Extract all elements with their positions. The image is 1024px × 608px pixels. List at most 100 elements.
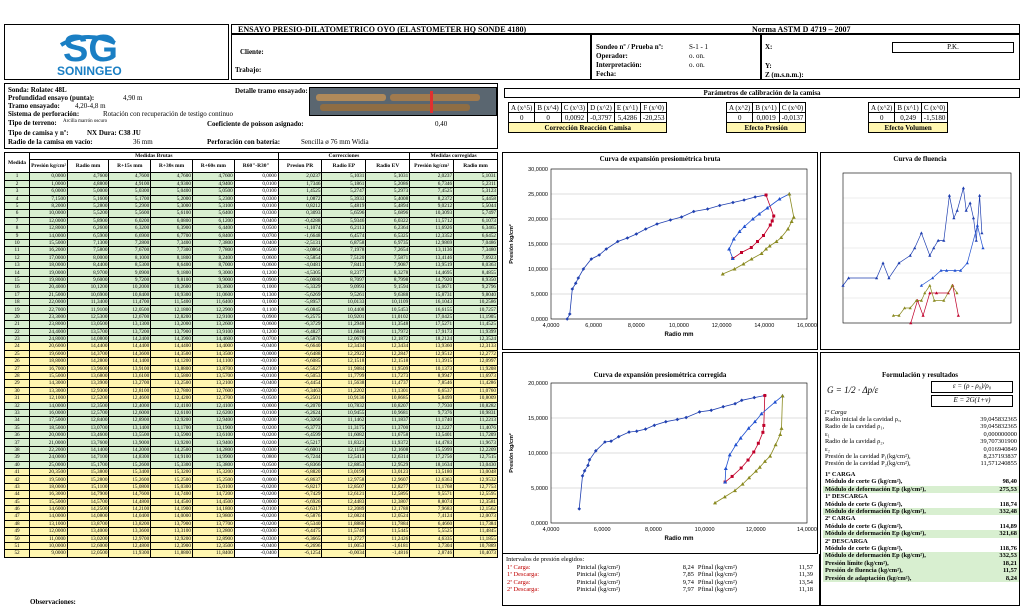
table-cell: 12,2089 bbox=[321, 504, 367, 514]
formula-row: Radio inicial de la cavidad ρₒ, 39,045832… bbox=[823, 416, 1019, 423]
table-cell: -5,6269 bbox=[277, 290, 323, 300]
series-line bbox=[728, 193, 790, 259]
table-cell: 12,8000 bbox=[29, 224, 68, 233]
calib-title-box: Parámetros de calibración de la camisa bbox=[504, 88, 1020, 98]
table-cell: -0,0100 bbox=[233, 357, 279, 366]
table-cell: 14,2100 bbox=[108, 504, 152, 514]
table-cell: 9,8040 bbox=[453, 290, 498, 300]
table-cell: 13,7900 bbox=[150, 519, 193, 529]
table-cell: 19,5000 bbox=[29, 475, 68, 484]
table-cell: 11,7884 bbox=[365, 519, 411, 529]
table-cell: 46 bbox=[3, 504, 31, 514]
table-cell: 14,1800 bbox=[191, 504, 235, 514]
table-cell: 13,7600 bbox=[66, 438, 110, 447]
data-point bbox=[587, 458, 592, 462]
table-cell: 10,0000 bbox=[29, 209, 68, 218]
table-cell: 7,2654 bbox=[365, 246, 411, 255]
table-cell: 13,6800 bbox=[66, 371, 110, 381]
table-cell: 5,2000 bbox=[150, 194, 193, 203]
table-cell: -6,5053 bbox=[277, 371, 323, 381]
title-bar: ENSAYO PRESIO-DILATOMETRICO OYO (ELASTOM… bbox=[231, 24, 1020, 34]
table-cell: 10,1109 bbox=[365, 298, 411, 307]
intervalo-cell: 2ª Descarga: bbox=[507, 586, 539, 594]
table-cell: 6,6537 bbox=[409, 386, 455, 396]
table-cell: -6,2624 bbox=[277, 408, 323, 418]
table-cell: 0,0300 bbox=[233, 194, 279, 203]
table-cell: 15,2800 bbox=[66, 475, 110, 484]
result-row: Presión límite (kg/cm²), 18,21 bbox=[823, 559, 1019, 568]
result-cell: 2º CARGA bbox=[825, 515, 856, 523]
table-cell: 11,5638 bbox=[321, 379, 367, 388]
table-cell: 12,4100 bbox=[191, 401, 235, 410]
table-cell: 8,7000 bbox=[191, 261, 235, 270]
table-cell: 13,6100 bbox=[191, 431, 235, 440]
table-cell: 8,2372 bbox=[409, 194, 455, 203]
table-cell: 8,8074 bbox=[409, 497, 455, 506]
result-cell: 114,89 bbox=[999, 522, 1017, 530]
table-row: 35 18,5000 13,0700 13,1400 13,1700 13,1900 0,0… bbox=[3, 423, 498, 433]
chart-fluencia-title: Curva de fluencia bbox=[893, 155, 947, 163]
table-cell: 6,7700 bbox=[150, 231, 193, 240]
result-cell: 98,40 bbox=[1002, 478, 1017, 486]
intervalo-row: 1ª Carga: Pinicial (kg/cm²) 8,24 Pfinal (kg… bbox=[505, 564, 815, 571]
table-row: 46 14,6000 14,2500 14,2100 14,1900 14,1800 -0,… bbox=[3, 504, 498, 514]
formula-cell: 0,016940849 bbox=[983, 445, 1017, 453]
table-cell: 11,1837 bbox=[365, 416, 411, 425]
col-header: R+15s mm bbox=[108, 159, 152, 174]
data-point bbox=[739, 398, 744, 403]
table-cell: 13,8800 bbox=[150, 364, 193, 373]
intervalo-cell: 9,74 bbox=[682, 578, 694, 586]
data-point bbox=[759, 411, 764, 416]
table-cell: 12,8507 bbox=[321, 482, 367, 492]
table-row: 15 19,8000 9,6000 9,7200 9,8100 9,9000 0,0900-… bbox=[3, 275, 498, 285]
table-cell: 26 bbox=[3, 357, 31, 366]
result-cell: Módulo de corte G (kg/cm²), bbox=[825, 478, 903, 486]
result-cell: Módulo de corte G (kg/cm²), bbox=[825, 522, 903, 530]
col-header: Presión kg/cm² bbox=[29, 159, 68, 174]
table-cell: -0,0100 bbox=[233, 504, 279, 514]
table-row: 27 16,7000 13,9600 13,9100 13,8800 13,8700 -0,… bbox=[3, 364, 498, 373]
table-cell: 10,1200 bbox=[66, 283, 110, 292]
table-cell: 15,3800 bbox=[191, 460, 235, 470]
result-row: 1º CARGA bbox=[823, 471, 1019, 478]
calib-h: B (x^1) bbox=[894, 102, 922, 113]
formula-cell: 8,237193837 bbox=[983, 453, 1017, 461]
data-point bbox=[604, 247, 609, 251]
table-cell: 13,4600 bbox=[66, 431, 110, 440]
table-cell: 12,6200 bbox=[191, 408, 235, 418]
data-point bbox=[761, 234, 765, 237]
table-cell: 7,5800 bbox=[66, 246, 110, 255]
table-cell: 14,1900 bbox=[150, 504, 193, 514]
table-cell: 13,5180 bbox=[409, 467, 455, 477]
table-cell: 25 bbox=[3, 349, 31, 359]
table-cell: -6,5217 bbox=[277, 438, 323, 447]
table-cell: 11,7209 bbox=[453, 431, 498, 440]
table-cell: 11,0000 bbox=[29, 534, 68, 543]
table-cell: 13,0199 bbox=[321, 467, 367, 477]
table-cell: 5,2800 bbox=[66, 201, 110, 211]
table-cell: -6,3729 bbox=[277, 320, 323, 329]
table-cell: 12,3500 bbox=[191, 541, 235, 551]
x-axis-label: Radio mm bbox=[664, 332, 693, 338]
table-cell: 11,2426 bbox=[365, 534, 411, 543]
table-cell: 0,0500 bbox=[233, 224, 279, 233]
fluencia-point bbox=[908, 253, 912, 257]
table-cell: 8,7998 bbox=[365, 275, 411, 285]
table-cell: -6,6085 bbox=[277, 357, 323, 366]
plot-area bbox=[550, 382, 808, 524]
result-row: Módulo de deformación Ep (kg/cm²), 332,53 bbox=[823, 552, 1019, 560]
y-tick-label: 30,0000 bbox=[528, 167, 548, 173]
table-cell: 12,9300 bbox=[66, 386, 110, 396]
fluencia-point bbox=[980, 231, 984, 235]
formula-row: Radio de la cavidad ρ₁, 39,045832365 bbox=[823, 423, 1019, 430]
table-cell: 12,2209 bbox=[453, 445, 498, 455]
table-cell: 13,7700 bbox=[191, 519, 235, 529]
table-cell: 0,0300 bbox=[233, 209, 279, 218]
table-row: 8 12,8000 6,2600 6,3200 6,3900 6,4400 0,0500 -1… bbox=[3, 224, 498, 233]
table-cell: 13,5800 bbox=[150, 371, 193, 381]
table-cell: 14,0000 bbox=[29, 231, 68, 240]
table-cell: 14,3500 bbox=[150, 349, 193, 359]
result-row: Módulo de deformación Ep (kg/cm²), 321,68 bbox=[823, 530, 1019, 538]
table-cell: -6,7429 bbox=[277, 490, 323, 499]
y-axis-label: Presión kg/cm² bbox=[508, 433, 515, 473]
